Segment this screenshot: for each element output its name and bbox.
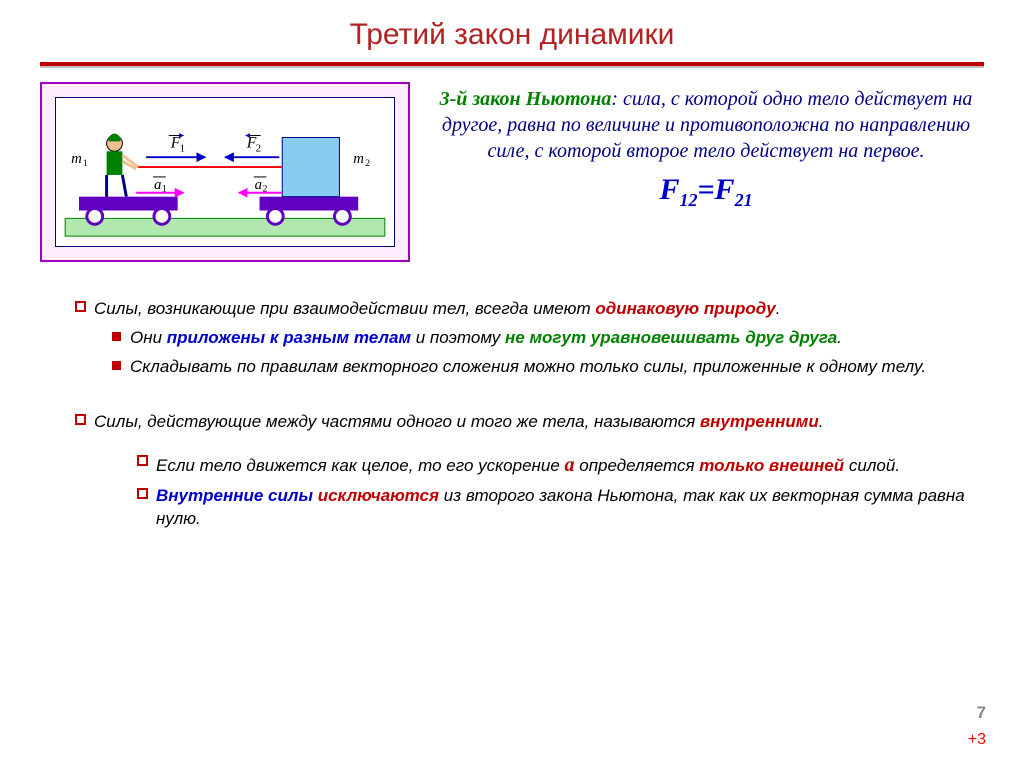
txt: Силы, действующие между частями одного и… bbox=[94, 412, 700, 431]
txt: . bbox=[776, 299, 781, 318]
txt-em: Внутренние силы bbox=[156, 486, 313, 505]
plus-annotation: +3 bbox=[968, 731, 986, 749]
bullet-text: Силы, возникающие при взаимодействии тел… bbox=[94, 298, 984, 321]
txt: Они bbox=[130, 328, 167, 347]
txt: Если тело движется как целое, то его уск… bbox=[156, 456, 565, 475]
txt: определяется bbox=[575, 456, 700, 475]
txt: и поэтому bbox=[411, 328, 505, 347]
bullet-text: Внутренние силы исключаются из второго з… bbox=[156, 485, 984, 531]
law-statement: 3-й закон Ньютона: сила, с которой одно … bbox=[428, 82, 984, 212]
svg-text:2: 2 bbox=[365, 158, 370, 169]
formula-sub2: 21 bbox=[735, 190, 753, 210]
diagram-frame: F 1 F 2 a 1 a 2 m 1 m 2 bbox=[40, 82, 410, 262]
svg-text:1: 1 bbox=[162, 184, 167, 195]
bullet-hollow-icon bbox=[128, 485, 156, 499]
accel-symbol: a bbox=[565, 454, 575, 476]
bullet-solid-icon bbox=[102, 327, 130, 341]
bullet-text: Они приложены к разным телам и поэтому н… bbox=[130, 327, 984, 350]
bullet-text: Складывать по правилам векторного сложен… bbox=[130, 356, 984, 379]
svg-text:a: a bbox=[154, 177, 161, 193]
page-number: 7 bbox=[977, 703, 986, 723]
bullet-text: Если тело движется как целое, то его уск… bbox=[156, 452, 984, 479]
bullet-list: Силы, возникающие при взаимодействии тел… bbox=[40, 298, 984, 531]
txt: Силы, возникающие при взаимодействии тел… bbox=[94, 299, 595, 318]
svg-text:2: 2 bbox=[256, 142, 261, 154]
txt: . bbox=[837, 328, 842, 347]
bullet-text: Силы, действующие между частями одного и… bbox=[94, 411, 984, 434]
page-title: Третий закон динамики bbox=[40, 18, 984, 52]
txt: силой. bbox=[844, 456, 900, 475]
txt: . bbox=[819, 412, 824, 431]
txt-em: исключаются bbox=[318, 486, 439, 505]
txt-em: приложены к разным телам bbox=[167, 328, 411, 347]
bullet-solid-icon bbox=[102, 356, 130, 370]
bullet-hollow-icon bbox=[66, 298, 94, 312]
svg-text:1: 1 bbox=[180, 142, 185, 154]
formula-f1: F bbox=[659, 173, 679, 206]
bullet-hollow-icon bbox=[128, 452, 156, 466]
bullet-hollow-icon bbox=[66, 411, 94, 425]
txt-em: не могут уравновешивать друг друга bbox=[505, 328, 837, 347]
svg-text:m: m bbox=[353, 151, 364, 167]
svg-text:1: 1 bbox=[83, 158, 88, 169]
svg-text:2: 2 bbox=[262, 184, 267, 195]
law-formula: F12=F21 bbox=[428, 170, 984, 212]
svg-text:a: a bbox=[255, 177, 262, 193]
law-title: 3-й закон Ньютона bbox=[440, 88, 612, 110]
svg-text:m: m bbox=[71, 151, 82, 167]
physics-diagram: F 1 F 2 a 1 a 2 m 1 m 2 bbox=[55, 97, 395, 247]
txt-em: одинаковую природу bbox=[595, 299, 775, 318]
formula-eq: =F bbox=[697, 173, 734, 206]
formula-sub1: 12 bbox=[679, 190, 697, 210]
txt-em: только внешней bbox=[699, 456, 844, 475]
txt-em: внутренними bbox=[700, 412, 819, 431]
